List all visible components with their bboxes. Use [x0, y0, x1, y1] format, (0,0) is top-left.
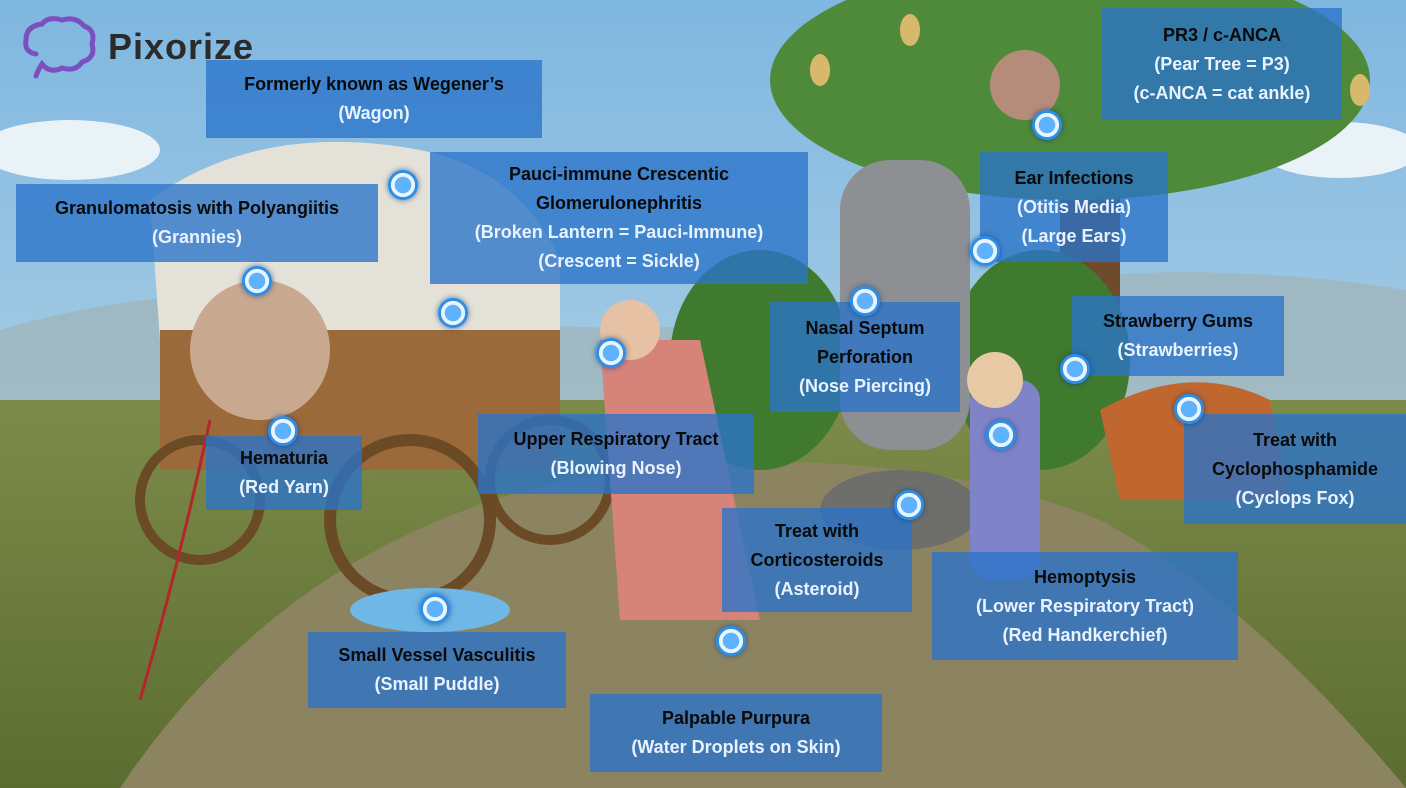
label-line: (Red Handkerchief) [1002, 624, 1168, 645]
label-pauci-immune: Pauci-immune Crescentic Glomerulonephrit… [430, 152, 808, 284]
label-line: (Nose Piercing) [798, 375, 932, 396]
label-line: (Water Droplets on Skin) [631, 737, 841, 757]
label-small-vessel: Small Vessel Vasculitis (Small Puddle) [308, 632, 566, 708]
red-yarn [138, 419, 212, 701]
pear [900, 14, 920, 46]
label-hematuria: Hematuria (Red Yarn) [206, 436, 362, 510]
label-title: Treat with Corticosteroids [750, 520, 884, 570]
hotspot-nose-piercing[interactable] [850, 286, 880, 316]
label-title: Small Vessel Vasculitis [338, 645, 536, 665]
label-title: PR3 / c-ANCA [1162, 24, 1282, 45]
label-strawberry-gums: Strawberry Gums (Strawberries) [1072, 296, 1284, 376]
hotspot-grannies[interactable] [242, 266, 272, 296]
hotspot-blowing-nose[interactable] [596, 338, 626, 368]
label-title: Palpable Purpura [661, 708, 811, 728]
hotspot-cyclops-fox[interactable] [1174, 394, 1204, 424]
label-upper-respiratory: Upper Respiratory Tract (Blowing Nose) [478, 414, 754, 494]
label-title: Treat with Cyclophosphamide [1211, 429, 1379, 479]
hotspot-large-ears[interactable] [970, 236, 1000, 266]
lynx-cat [990, 50, 1060, 120]
label-title: Granulomatosis with Polyangiitis [54, 198, 340, 218]
label-line: (Red Yarn) [239, 477, 329, 497]
label-granulomatosis: Granulomatosis with Polyangiitis (Granni… [16, 184, 378, 262]
brain-icon [23, 16, 96, 79]
label-line: (Cyclops Fox) [1235, 487, 1355, 508]
hotspot-water-droplets[interactable] [716, 626, 746, 656]
label-line: (Blowing Nose) [550, 458, 682, 478]
label-corticosteroids: Treat with Corticosteroids (Asteroid) [722, 508, 912, 612]
grannies [190, 280, 330, 420]
label-line: (Pear Tree = P3) [1154, 53, 1290, 74]
label-line: (c-ANCA = cat ankle) [1133, 82, 1311, 103]
hotspot-strawberries[interactable] [1060, 354, 1090, 384]
pear [810, 54, 830, 86]
hotspot-small-puddle[interactable] [420, 594, 450, 624]
label-line: (Broken Lantern = Pauci-Immune) [474, 222, 764, 242]
hotspot-pear-tree[interactable] [1032, 110, 1062, 140]
label-line: (Asteroid) [774, 578, 860, 599]
label-title: Upper Respiratory Tract [513, 429, 719, 449]
label-title: Ear Infections [1014, 167, 1134, 188]
label-palpable-purpura: Palpable Purpura (Water Droplets on Skin… [590, 694, 882, 772]
hotspot-red-yarn[interactable] [268, 416, 298, 446]
label-wegeners: Formerly known as Wegener’s (Wagon) [206, 60, 542, 138]
label-title: Hematuria [239, 448, 329, 468]
hotspot-lantern[interactable] [438, 298, 468, 328]
label-line: (Strawberries) [1117, 340, 1239, 360]
label-pr3-canca: PR3 / c-ANCA (Pear Tree = P3) (c-ANCA = … [1102, 8, 1342, 120]
label-line: (Large Ears) [1021, 225, 1127, 246]
label-line: (Grannies) [151, 227, 243, 247]
hotspot-red-handkerchief[interactable] [986, 420, 1016, 450]
label-line: (Wagon) [338, 103, 410, 123]
label-nasal-septum: Nasal Septum Perforation (Nose Piercing) [770, 302, 960, 412]
label-cyclophosphamide: Treat with Cyclophosphamide (Cyclops Fox… [1184, 414, 1406, 524]
label-title: Pauci-immune Crescentic Glomerulonephrit… [508, 164, 730, 213]
hotspot-wagon[interactable] [388, 170, 418, 200]
label-line: (Small Puddle) [374, 674, 500, 694]
pear [1350, 74, 1370, 106]
label-title: Formerly known as Wegener’s [244, 74, 504, 94]
label-ear-infections: Ear Infections (Otitis Media) (Large Ear… [980, 152, 1168, 262]
label-line: (Otitis Media) [1016, 196, 1131, 217]
label-title: Hemoptysis [1033, 566, 1137, 587]
hotspot-asteroid[interactable] [894, 490, 924, 520]
label-title: Strawberry Gums [1102, 311, 1254, 331]
boy [970, 380, 1040, 580]
label-title: Nasal Septum Perforation [805, 317, 925, 367]
label-line: (Crescent = Sickle) [538, 251, 700, 271]
cloud [0, 120, 160, 180]
boy-head [967, 352, 1023, 408]
label-hemoptysis: Hemoptysis (Lower Respiratory Tract) (Re… [932, 552, 1238, 660]
label-line: (Lower Respiratory Tract) [975, 595, 1195, 616]
